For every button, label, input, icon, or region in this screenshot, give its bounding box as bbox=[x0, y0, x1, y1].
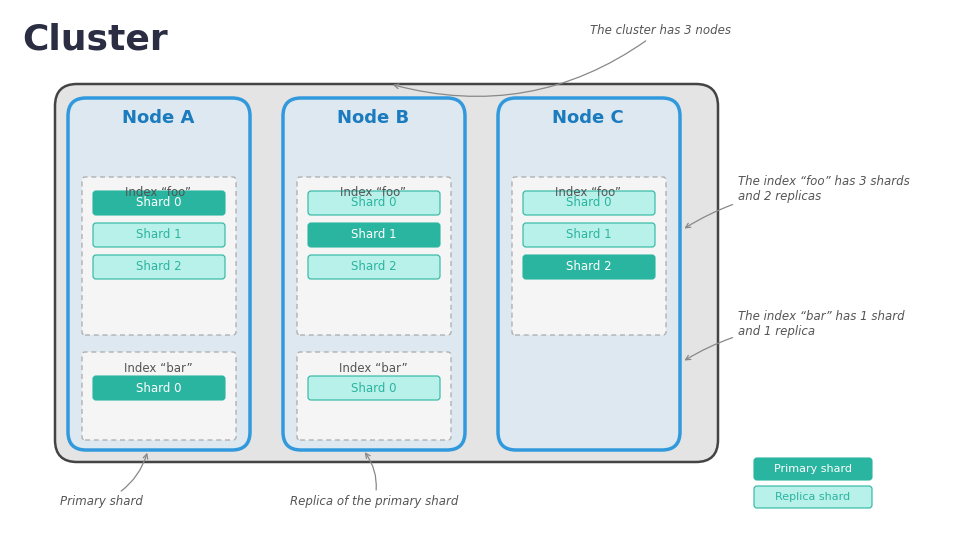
FancyBboxPatch shape bbox=[754, 486, 872, 508]
Text: Index “bar”: Index “bar” bbox=[339, 361, 407, 375]
Text: Primary shard: Primary shard bbox=[60, 454, 148, 509]
Text: Shard 2: Shard 2 bbox=[351, 260, 396, 273]
FancyBboxPatch shape bbox=[297, 177, 451, 335]
FancyBboxPatch shape bbox=[93, 255, 225, 279]
FancyBboxPatch shape bbox=[523, 191, 655, 215]
FancyBboxPatch shape bbox=[523, 223, 655, 247]
FancyBboxPatch shape bbox=[82, 352, 236, 440]
FancyBboxPatch shape bbox=[55, 84, 718, 462]
Text: Shard 1: Shard 1 bbox=[566, 228, 612, 241]
Text: Shard 2: Shard 2 bbox=[136, 260, 181, 273]
Text: Shard 0: Shard 0 bbox=[136, 381, 181, 395]
FancyBboxPatch shape bbox=[308, 255, 440, 279]
Text: Replica of the primary shard: Replica of the primary shard bbox=[290, 453, 458, 509]
Text: Index “foo”: Index “foo” bbox=[555, 186, 621, 199]
Text: Shard 2: Shard 2 bbox=[566, 260, 612, 273]
FancyBboxPatch shape bbox=[308, 223, 440, 247]
Text: Node A: Node A bbox=[122, 109, 194, 127]
FancyBboxPatch shape bbox=[308, 376, 440, 400]
Text: Shard 0: Shard 0 bbox=[351, 381, 396, 395]
FancyBboxPatch shape bbox=[308, 191, 440, 215]
Text: Shard 1: Shard 1 bbox=[351, 228, 396, 241]
Text: Replica shard: Replica shard bbox=[776, 492, 851, 502]
Text: Node C: Node C bbox=[552, 109, 624, 127]
FancyBboxPatch shape bbox=[82, 177, 236, 335]
FancyBboxPatch shape bbox=[754, 458, 872, 480]
Text: The index “bar” has 1 shard
and 1 replica: The index “bar” has 1 shard and 1 replic… bbox=[685, 310, 904, 360]
Text: Primary shard: Primary shard bbox=[774, 464, 852, 474]
FancyBboxPatch shape bbox=[512, 177, 666, 335]
Text: Cluster: Cluster bbox=[22, 23, 168, 57]
FancyBboxPatch shape bbox=[498, 98, 680, 450]
FancyBboxPatch shape bbox=[523, 255, 655, 279]
Text: Shard 0: Shard 0 bbox=[351, 197, 396, 210]
Text: The index “foo” has 3 shards
and 2 replicas: The index “foo” has 3 shards and 2 repli… bbox=[685, 175, 910, 228]
Text: Index “bar”: Index “bar” bbox=[124, 361, 192, 375]
Text: Shard 0: Shard 0 bbox=[136, 197, 181, 210]
Text: The cluster has 3 nodes: The cluster has 3 nodes bbox=[394, 24, 731, 96]
Text: Node B: Node B bbox=[337, 109, 409, 127]
FancyBboxPatch shape bbox=[297, 352, 451, 440]
FancyBboxPatch shape bbox=[93, 223, 225, 247]
Text: Index “foo”: Index “foo” bbox=[125, 186, 191, 199]
FancyBboxPatch shape bbox=[283, 98, 465, 450]
FancyBboxPatch shape bbox=[93, 376, 225, 400]
FancyBboxPatch shape bbox=[93, 191, 225, 215]
Text: Shard 0: Shard 0 bbox=[566, 197, 612, 210]
Text: Index “foo”: Index “foo” bbox=[340, 186, 406, 199]
FancyBboxPatch shape bbox=[68, 98, 250, 450]
Text: Shard 1: Shard 1 bbox=[136, 228, 181, 241]
